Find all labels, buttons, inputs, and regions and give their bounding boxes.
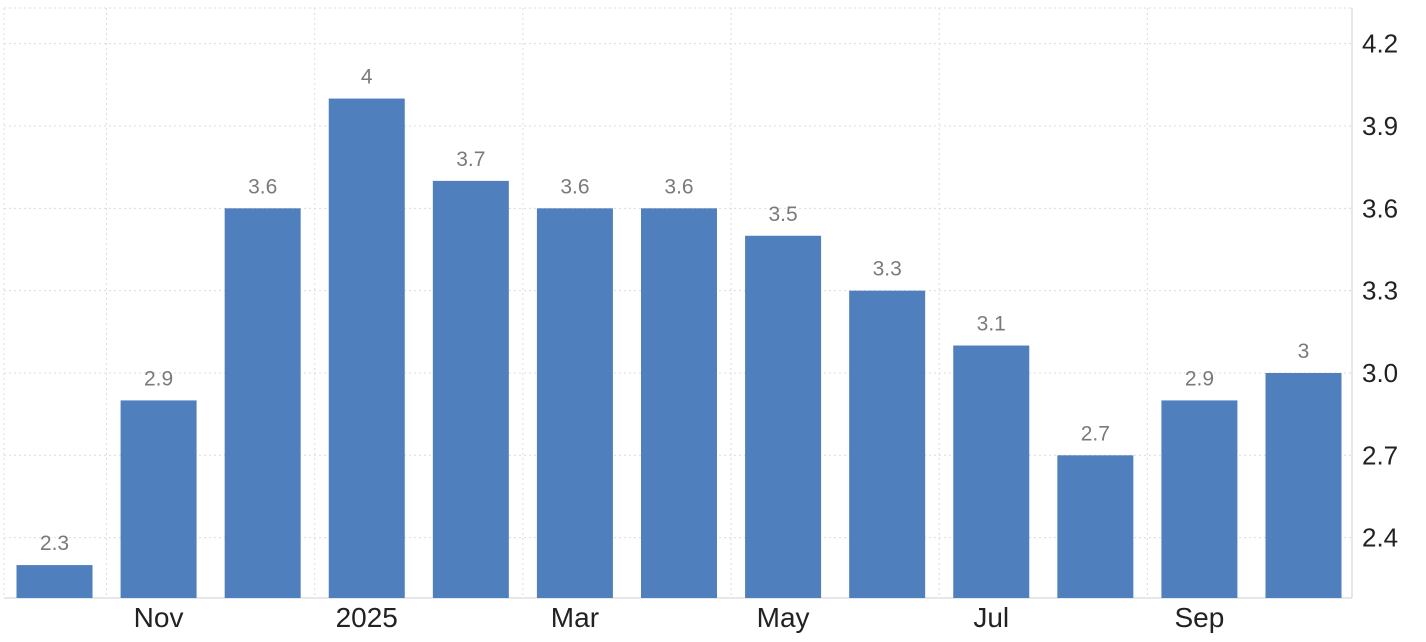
y-tick-label: 3.3 — [1362, 276, 1398, 306]
bar[interactable] — [953, 345, 1030, 598]
bar[interactable] — [224, 208, 301, 599]
data-label: 4 — [361, 66, 373, 89]
data-label: 3.3 — [873, 258, 902, 281]
data-label: 3.6 — [248, 175, 277, 198]
x-tick-label: May — [757, 602, 810, 633]
bar[interactable] — [328, 98, 405, 598]
x-tick-label: 2025 — [336, 602, 398, 633]
x-axis: Nov 2025 Mar May Jul Sep — [134, 602, 1225, 633]
bar[interactable] — [432, 180, 509, 598]
bar[interactable] — [536, 208, 613, 599]
data-label: 3 — [1298, 340, 1310, 363]
bar[interactable] — [16, 565, 93, 598]
y-tick-label: 4.2 — [1362, 29, 1398, 59]
data-label: 2.9 — [1185, 367, 1214, 390]
bar[interactable] — [641, 208, 717, 599]
data-label: 3.6 — [664, 175, 693, 198]
y-tick-label: 2.4 — [1362, 523, 1398, 553]
bar[interactable] — [120, 400, 197, 598]
y-tick-label: 3.6 — [1362, 193, 1398, 223]
y-tick-label: 2.7 — [1362, 440, 1398, 470]
bar[interactable] — [1161, 400, 1238, 598]
x-tick-label: Sep — [1175, 602, 1225, 633]
data-label: 2.9 — [144, 367, 173, 390]
x-tick-label: Mar — [551, 602, 599, 633]
data-label: 2.7 — [1081, 422, 1110, 445]
bar[interactable] — [1057, 455, 1134, 598]
data-label: 3.1 — [977, 313, 1006, 336]
data-label: 2.3 — [40, 532, 69, 555]
x-tick-label: Nov — [134, 602, 184, 633]
x-tick-label: Jul — [973, 602, 1009, 633]
data-label: 3.7 — [456, 148, 485, 171]
data-label: 3.6 — [560, 175, 589, 198]
bar[interactable] — [745, 235, 822, 598]
bar[interactable] — [849, 290, 926, 598]
data-label: 3.5 — [768, 203, 797, 226]
y-axis: 2.4 2.7 3.0 3.3 3.6 3.9 4.2 — [1362, 29, 1398, 553]
y-tick-label: 3.9 — [1362, 111, 1398, 141]
bars — [16, 98, 1342, 599]
y-tick-label: 3.0 — [1362, 358, 1398, 388]
data-labels: 2.3 2.9 3.6 4 3.7 3.6 3.6 3.5 3.3 3.1 2.7 2.9 3 — [40, 66, 1309, 556]
bar[interactable] — [1265, 372, 1342, 598]
